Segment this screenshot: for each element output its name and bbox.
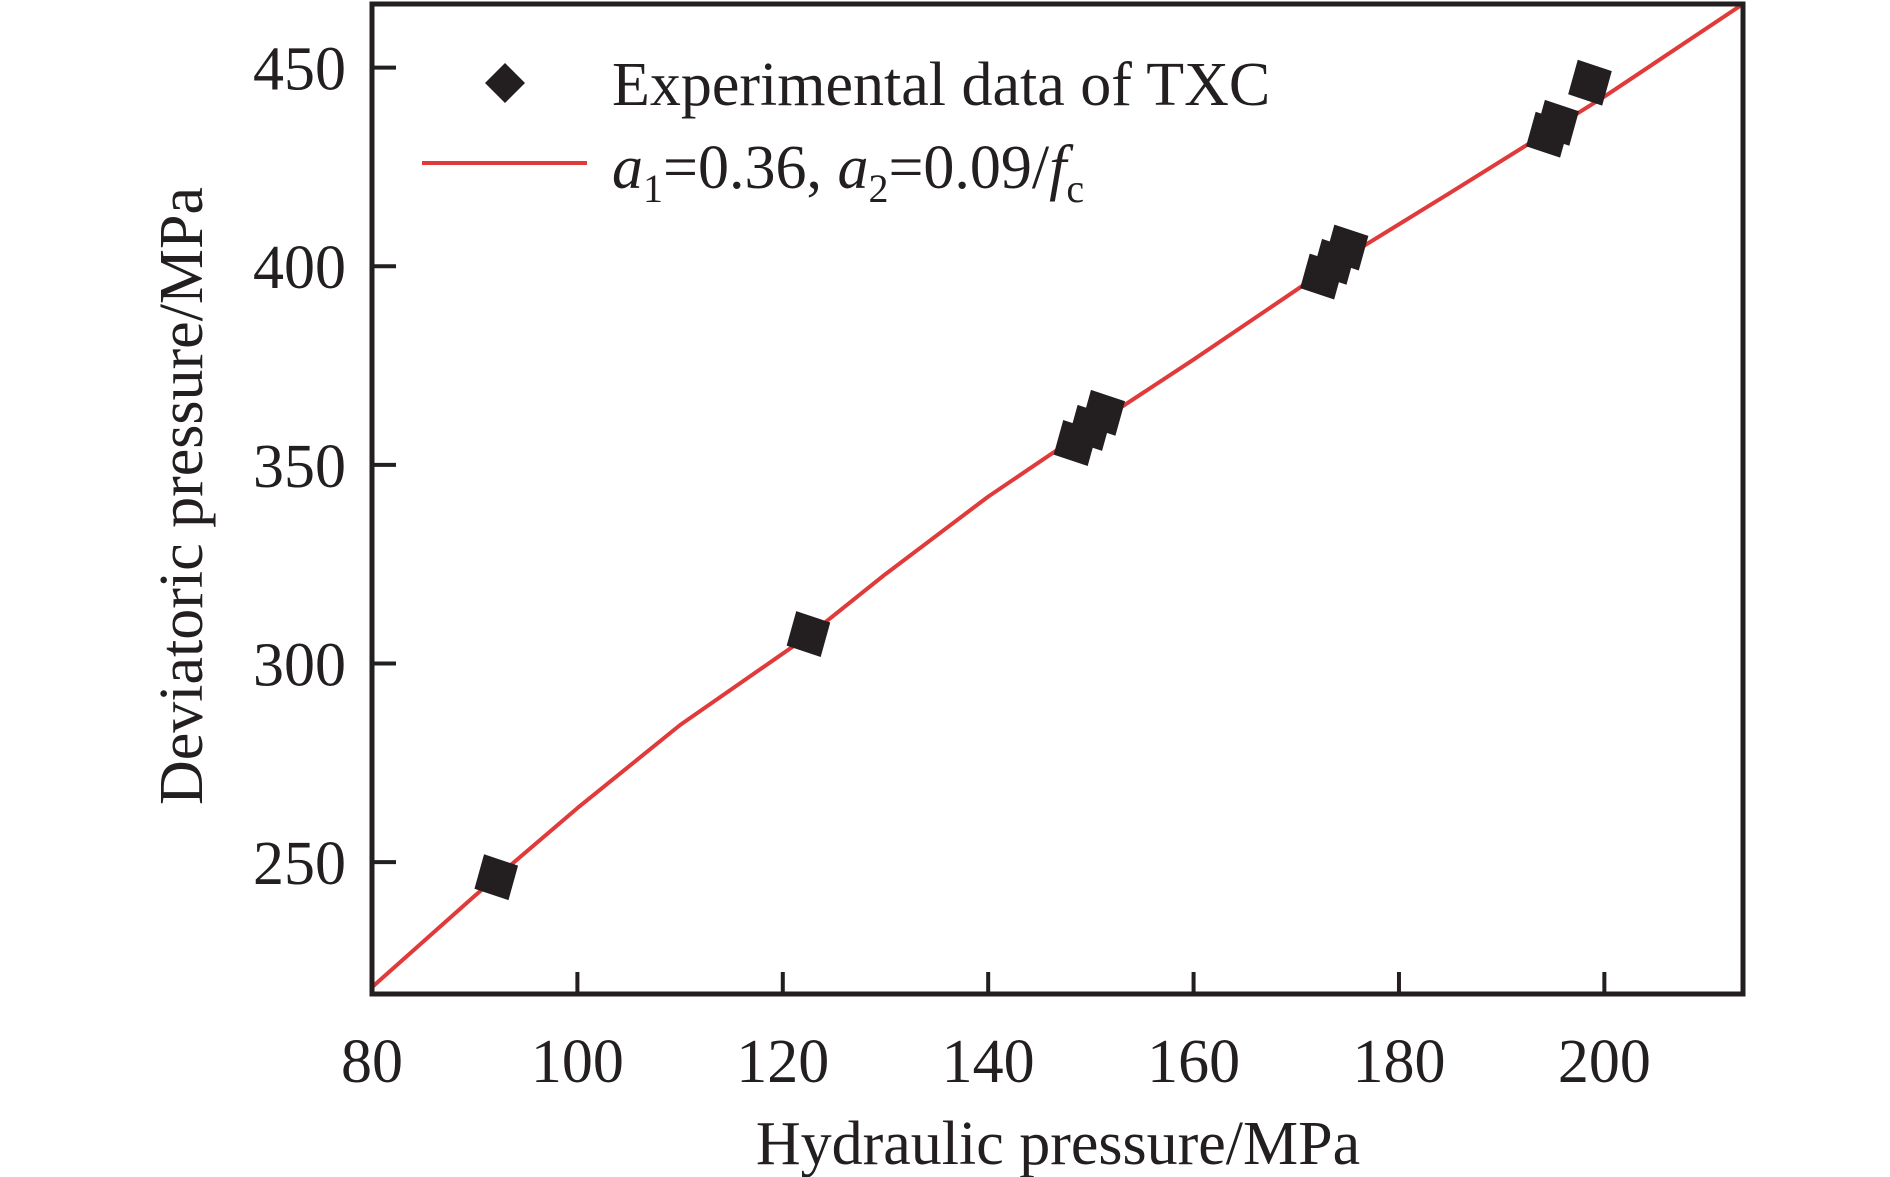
legend-a2-symbol: a bbox=[837, 134, 868, 202]
axes-frame bbox=[369, 1, 1746, 997]
legend-label-fit: a1=0.36, a2=0.09/fc bbox=[612, 134, 1084, 211]
y-tick-label: 300 bbox=[253, 631, 346, 699]
data-point-marker bbox=[786, 611, 831, 658]
marker-layer bbox=[474, 59, 1612, 901]
x-tick-label: 160 bbox=[1147, 1028, 1240, 1096]
data-point-marker bbox=[474, 854, 519, 901]
x-tick-label: 80 bbox=[341, 1028, 403, 1096]
legend-a1-sub: 1 bbox=[643, 166, 663, 211]
axes-layer bbox=[369, 1, 1746, 997]
x-tick-label: 180 bbox=[1352, 1028, 1445, 1096]
data-point-marker bbox=[1081, 389, 1126, 436]
y-axis-title: Deviatoric pressure/MPa bbox=[148, 187, 216, 805]
x-tick-label: 200 bbox=[1558, 1028, 1651, 1096]
data-point-marker bbox=[1535, 99, 1579, 146]
legend: Experimental data of TXC a1=0.36, a2=0.0… bbox=[422, 51, 1270, 211]
data-point-marker bbox=[1568, 59, 1612, 106]
x-tick-label: 120 bbox=[736, 1028, 829, 1096]
y-tick-label: 400 bbox=[253, 234, 346, 302]
fit-line-layer bbox=[372, 4, 1743, 989]
ticks-layer: 80 100 120 140 160 180 200 250 300 350 400 450 bbox=[253, 36, 1651, 1096]
legend-a1-symbol: a bbox=[612, 134, 643, 202]
legend-label-experimental: Experimental data of TXC bbox=[612, 51, 1270, 119]
fit-line bbox=[372, 4, 1743, 989]
legend-a2-value: =0.09/ bbox=[888, 134, 1049, 202]
legend-a2-sub: 2 bbox=[868, 166, 888, 211]
legend-fc-sub: c bbox=[1066, 166, 1084, 211]
x-axis-title: Hydraulic pressure/MPa bbox=[756, 1110, 1360, 1177]
y-tick-label: 250 bbox=[253, 830, 346, 898]
legend-a1-value: =0.36, bbox=[663, 134, 837, 202]
y-tick-label: 450 bbox=[253, 36, 346, 104]
legend-marker-diamond-icon bbox=[485, 63, 525, 103]
data-point-marker bbox=[1324, 224, 1369, 271]
x-tick-label: 140 bbox=[942, 1028, 1035, 1096]
x-tick-label: 100 bbox=[531, 1028, 624, 1096]
y-tick-label: 350 bbox=[253, 433, 346, 501]
